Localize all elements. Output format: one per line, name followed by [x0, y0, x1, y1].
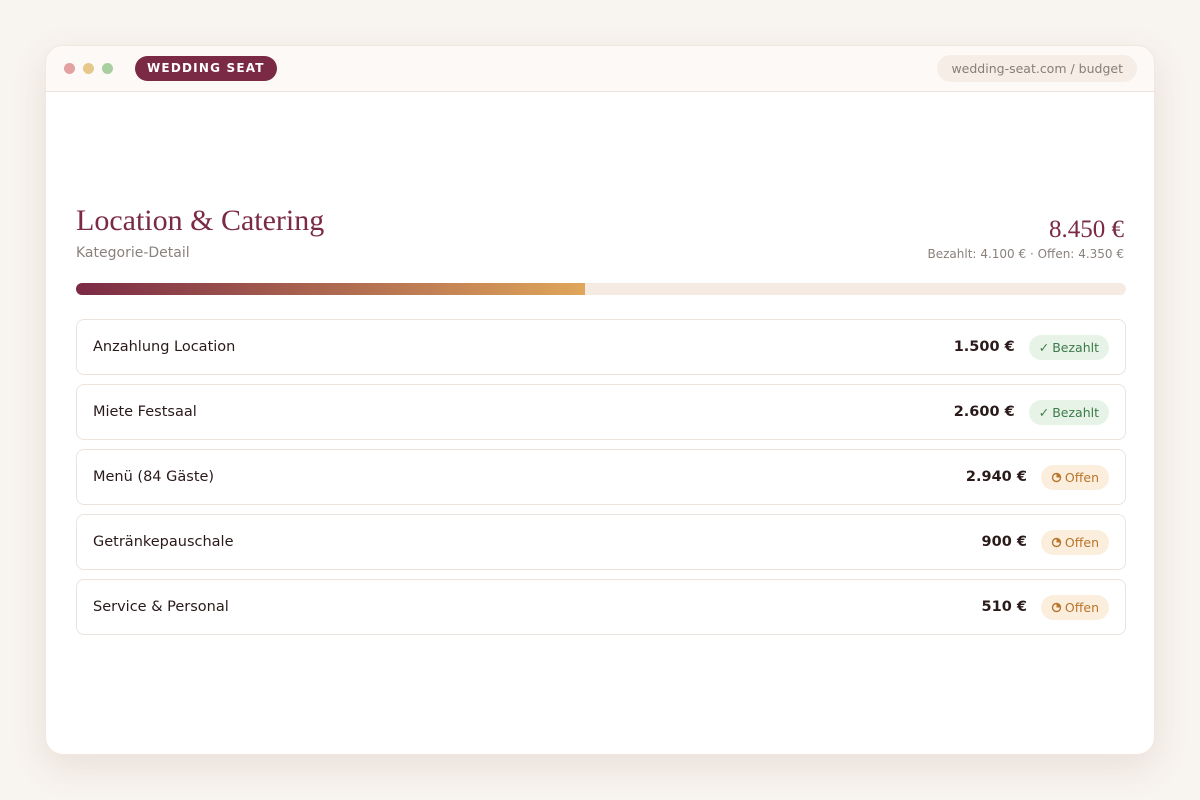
icon-wedge: [1056, 473, 1061, 477]
item-amount: 2.940 €: [965, 469, 1027, 485]
status-text: Offen: [1064, 599, 1099, 615]
item-amount: 1.500 €: [953, 339, 1015, 355]
window-dot[interactable]: [102, 63, 113, 74]
item-name: Anzahlung Location: [93, 339, 236, 355]
page-title: Location & Catering: [76, 204, 325, 237]
progress-track: [76, 283, 1126, 295]
brand[interactable]: WEDDING SEAT: [135, 56, 277, 81]
item-name: Getränkepauschale: [93, 534, 234, 550]
paid-label: Bezahlt:: [927, 247, 977, 261]
separator: ·: [1029, 247, 1034, 261]
status-icon: ✓: [1038, 404, 1050, 420]
progress-fill: [76, 283, 586, 295]
paid-amount: 4.100 €: [980, 247, 1027, 261]
item-name: Service & Personal: [93, 599, 229, 615]
total: 8.450 €: [1049, 216, 1124, 243]
status-badge: ✓ Bezahlt: [1028, 334, 1109, 360]
status-badge: Offen: [1040, 594, 1109, 620]
status-text: Bezahlt: [1052, 404, 1099, 420]
status-badge: Offen: [1040, 529, 1109, 555]
status-icon: [1051, 602, 1062, 612]
status-text: Offen: [1064, 534, 1099, 550]
status-text: Offen: [1064, 469, 1099, 485]
open-amount: 4.350 €: [1078, 247, 1124, 261]
icon-wedge: [1056, 538, 1061, 542]
status-badge: Offen: [1040, 464, 1109, 490]
budget-item[interactable]: Service & Personal 510 € Offen: [76, 579, 1126, 635]
icon-wedge: [1056, 603, 1061, 607]
item-amount: 510 €: [981, 599, 1027, 615]
status-text: Bezahlt: [1052, 339, 1099, 355]
page-subtitle: Kategorie-Detail: [76, 245, 190, 261]
item-name: Miete Festsaal: [93, 404, 197, 420]
budget-item[interactable]: Anzahlung Location 1.500 € ✓ Bezahlt: [76, 319, 1126, 375]
status-icon: ✓: [1038, 339, 1050, 355]
item-list: Anzahlung Location 1.500 € ✓ Bezahlt Miete F…: [76, 319, 1126, 644]
budget-item[interactable]: Miete Festsaal 2.600 € ✓ Bezahlt: [76, 384, 1126, 440]
window-dot[interactable]: [83, 63, 94, 74]
browser-window: WEDDING SEAT wedding-seat.com / budget L…: [45, 45, 1155, 755]
item-amount: 900 €: [981, 534, 1027, 550]
url[interactable]: wedding-seat.com / budget: [937, 55, 1137, 82]
budget-item[interactable]: Menü (84 Gäste) 2.940 € Offen: [76, 449, 1126, 505]
item-name: Menü (84 Gäste): [93, 469, 215, 485]
summary: Bezahlt: 4.100 € · Offen: 4.350 €: [928, 247, 1124, 261]
open-label: Offen:: [1037, 247, 1075, 261]
budget-item[interactable]: Getränkepauschale 900 € Offen: [76, 514, 1126, 570]
browser-bar: WEDDING SEAT wedding-seat.com / budget: [46, 46, 1154, 92]
status-icon: [1051, 537, 1062, 547]
status-icon: [1051, 472, 1062, 482]
status-badge: ✓ Bezahlt: [1028, 399, 1109, 425]
item-amount: 2.600 €: [953, 404, 1015, 420]
window-dot[interactable]: [64, 63, 75, 74]
